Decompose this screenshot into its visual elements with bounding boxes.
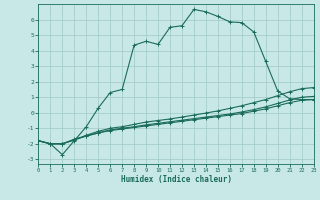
X-axis label: Humidex (Indice chaleur): Humidex (Indice chaleur): [121, 175, 231, 184]
